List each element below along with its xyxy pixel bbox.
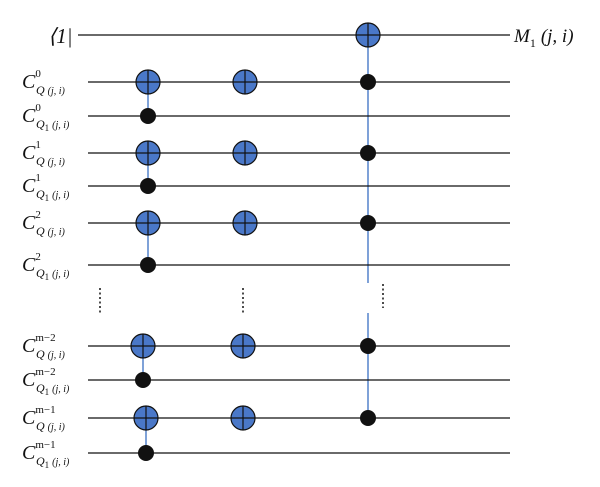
output-args: (j, i) xyxy=(541,26,574,47)
label-sub-index: 1 xyxy=(45,272,50,282)
label-sub-index: 1 xyxy=(45,193,50,203)
wire-label: C0 Q (j, i) xyxy=(22,68,66,97)
label-sup: m−1 xyxy=(35,439,55,451)
wire-label: C2 Q (j, i) xyxy=(22,209,66,238)
wire-label: C0 Q1 (j, i) xyxy=(22,102,70,133)
wire-label: Cm−2 Q1 (j, i) xyxy=(22,366,70,397)
label-args: (j, i) xyxy=(52,457,70,468)
control xyxy=(360,215,376,231)
wire-label: C2 Q1 (j, i) xyxy=(22,251,70,282)
label-sup: 2 xyxy=(35,251,41,263)
label-args: (j, i) xyxy=(48,350,66,361)
control xyxy=(140,108,156,124)
control xyxy=(135,372,151,388)
label-args: (j, i) xyxy=(48,157,66,168)
label-sup: 2 xyxy=(35,209,41,221)
label-args: (j, i) xyxy=(52,384,70,395)
wire-label: Cm−1 Q1 (j, i) xyxy=(22,439,70,470)
label-sub: Q xyxy=(36,381,45,395)
label-sub: Q xyxy=(36,454,45,468)
label-args: (j, i) xyxy=(48,422,66,433)
label-sub-index: 1 xyxy=(45,387,50,397)
label-sub: Q xyxy=(36,224,45,238)
label-letter: C xyxy=(22,442,36,464)
label-letter: C xyxy=(22,407,36,429)
label-letter: C xyxy=(22,254,36,276)
output-letter: M xyxy=(513,26,531,47)
label-letter: C xyxy=(22,335,36,357)
label-sub: Q xyxy=(36,347,45,361)
output-sub: 1 xyxy=(530,36,536,50)
label-args: (j, i) xyxy=(52,120,70,131)
label-letter: C xyxy=(22,71,36,93)
input-label: ⟨1| xyxy=(48,24,72,48)
label-sub: Q xyxy=(36,187,45,201)
label-sub: Q xyxy=(36,154,45,168)
label-sub: Q xyxy=(36,266,45,280)
label-sub-index: 1 xyxy=(45,123,50,133)
wire-label: Cm−2 Q (j, i) xyxy=(22,332,66,361)
label-sup: 1 xyxy=(35,172,41,184)
label-sup: 1 xyxy=(35,139,41,151)
label-sub: Q xyxy=(36,83,45,97)
label-sup: m−2 xyxy=(35,366,55,378)
control xyxy=(360,74,376,90)
label-sub: Q xyxy=(36,419,45,433)
wire-label: C1 Q1 (j, i) xyxy=(22,172,70,203)
label-sup: 0 xyxy=(35,68,41,80)
label-letter: C xyxy=(22,212,36,234)
label-args: (j, i) xyxy=(52,190,70,201)
label-letter: C xyxy=(22,142,36,164)
label-sub: Q xyxy=(36,117,45,131)
label-sup: m−1 xyxy=(35,404,55,416)
control xyxy=(138,445,154,461)
label-sup: m−2 xyxy=(35,332,55,344)
label-letter: C xyxy=(22,369,36,391)
label-args: (j, i) xyxy=(52,269,70,280)
control xyxy=(360,410,376,426)
label-sub-index: 1 xyxy=(45,460,50,470)
control xyxy=(360,145,376,161)
control xyxy=(140,178,156,194)
wire-label: C1 Q (j, i) xyxy=(22,139,66,168)
control xyxy=(140,257,156,273)
label-letter: C xyxy=(22,105,36,127)
label-args: (j, i) xyxy=(48,86,66,97)
wire-label: Cm−1 Q (j, i) xyxy=(22,404,66,433)
label-letter: C xyxy=(22,175,36,197)
label-args: (j, i) xyxy=(48,227,66,238)
control xyxy=(360,338,376,354)
label-sup: 0 xyxy=(35,102,41,114)
output-label: M1 (j, i) xyxy=(513,26,574,50)
